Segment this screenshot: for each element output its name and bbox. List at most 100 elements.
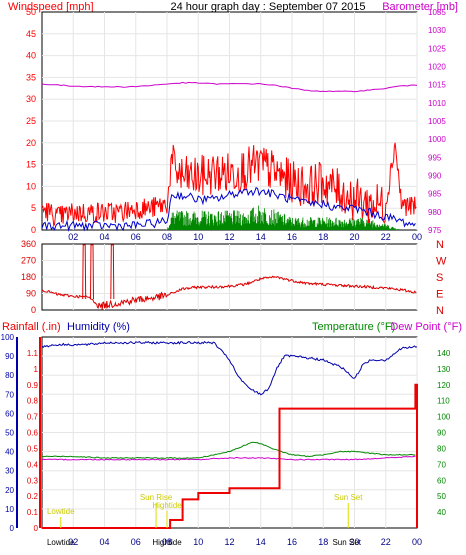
wind-average-series xyxy=(41,186,416,232)
compass-label: S xyxy=(436,272,443,284)
hour-tick-label: 16 xyxy=(287,232,297,242)
hour-tick-label: 12 xyxy=(224,537,234,547)
compass-label: N xyxy=(436,239,444,251)
hour-tick-label: 08 xyxy=(162,232,172,242)
barometer-tick-label: 990 xyxy=(428,172,442,181)
rainfall-tick-label: 0.5 xyxy=(27,444,39,453)
temperature-tick-label: 140 xyxy=(437,349,451,358)
rainfall-tick-label: 0.7 xyxy=(27,413,39,422)
hour-tick-label: 14 xyxy=(256,232,266,242)
annotation-axis-label: Lowtide xyxy=(47,538,75,547)
barometer-tick-label: 1005 xyxy=(428,117,446,126)
dewpoint-axis-title: Dew Point (°F) xyxy=(390,321,462,333)
annotation-label: Sun Set xyxy=(334,493,363,502)
temperature-tick-label: 90 xyxy=(437,429,446,438)
direction-tick-label: 0 xyxy=(31,305,36,315)
compass-label: E xyxy=(436,289,443,301)
hour-tick-label: 10 xyxy=(193,537,203,547)
annotation-axis-label: Hightide xyxy=(152,538,182,547)
humidity-axis-title: Humidity (%) xyxy=(67,321,130,333)
wind-direction-spike xyxy=(90,244,94,300)
humidity-tick-label: 0 xyxy=(10,524,15,533)
hour-tick-label: 22 xyxy=(381,232,391,242)
wind-low-series xyxy=(166,205,400,230)
barometer-tick-label: 1000 xyxy=(428,135,446,144)
hour-tick-label: 20 xyxy=(349,232,359,242)
direction-tick-label: 90 xyxy=(26,289,36,299)
windspeed-tick-label: 30 xyxy=(26,94,36,104)
barometer-tick-label: 1030 xyxy=(428,26,446,35)
temperature-tick-label: 60 xyxy=(437,476,446,485)
barometer-tick-label: 975 xyxy=(428,226,442,235)
rainfall-tick-label: 0.9 xyxy=(27,381,39,390)
rainfall-tick-label: 0.8 xyxy=(27,397,39,406)
hour-tick-label: 02 xyxy=(68,537,78,547)
temperature-tick-label: 110 xyxy=(437,397,450,406)
annotation-label: Hightide xyxy=(152,501,182,510)
barometer-tick-label: 1025 xyxy=(428,44,446,53)
direction-tick-label: 270 xyxy=(21,256,36,266)
hour-tick-label: 06 xyxy=(131,537,141,547)
barometer-tick-label: 995 xyxy=(428,153,442,162)
humidity-tick-label: 30 xyxy=(5,467,14,476)
rainfall-axis-title: Rainfall (.in) xyxy=(2,321,61,333)
series-layer xyxy=(41,81,418,529)
direction-tick-label: 360 xyxy=(21,239,36,249)
temperature-tick-label: 80 xyxy=(437,444,446,453)
graph-title: 24 hour graph day : September 07 2015 xyxy=(170,1,365,13)
compass-label: W xyxy=(436,256,447,268)
humidity-series xyxy=(41,340,418,396)
temperature-series xyxy=(41,441,416,459)
rainfall-series xyxy=(42,383,418,529)
humidity-tick-label: 60 xyxy=(5,409,14,418)
hour-tick-label: 16 xyxy=(287,537,297,547)
hour-tick-label: 04 xyxy=(99,232,109,242)
rainfall-tick-label: 1.1 xyxy=(27,349,39,358)
hour-tick-label: 12 xyxy=(224,232,234,242)
hour-tick-label: 06 xyxy=(131,232,141,242)
temperature-axis-title: Temperature (°F) xyxy=(312,321,395,333)
windspeed-tick-label: 5 xyxy=(31,203,36,213)
hour-tick-label: 00 xyxy=(412,232,422,242)
wind-direction-series xyxy=(41,275,417,310)
temperature-tick-label: 120 xyxy=(437,381,451,390)
rainfall-tick-label: 0.4 xyxy=(27,460,39,469)
direction-tick-label: 180 xyxy=(21,272,36,282)
hour-tick-label: 18 xyxy=(318,537,328,547)
windspeed-axis-title: Windspeed [mph] xyxy=(8,1,94,13)
hour-tick-label: 00 xyxy=(412,537,422,547)
rainfall-tick-label: 1 xyxy=(34,365,39,374)
humidity-tick-label: 20 xyxy=(5,486,14,495)
dewpoint-series xyxy=(41,455,416,461)
windspeed-tick-label: 45 xyxy=(26,29,36,39)
barometer-axis-title: Barometer [mb] xyxy=(382,1,458,13)
rainfall-tick-label: 0.2 xyxy=(27,492,39,501)
barometer-series xyxy=(41,81,418,93)
barometer-tick-label: 985 xyxy=(428,190,442,199)
barometer-tick-label: 1015 xyxy=(428,81,446,90)
humidity-tick-label: 100 xyxy=(1,333,15,342)
hour-tick-label: 10 xyxy=(193,232,203,242)
temperature-tick-label: 40 xyxy=(437,508,446,517)
label-layer: 0510152025303540455097598098599099510001… xyxy=(1,7,451,547)
hour-tick-label: 08 xyxy=(162,537,172,547)
windspeed-tick-label: 50 xyxy=(26,7,36,17)
wind-gust-series xyxy=(41,142,417,228)
rainfall-tick-label: 0 xyxy=(34,524,39,533)
rainfall-tick-label: 0.6 xyxy=(27,429,39,438)
wind-direction-spike xyxy=(110,244,115,300)
humidity-tick-label: 80 xyxy=(5,371,14,380)
windspeed-tick-label: 40 xyxy=(26,51,36,61)
rainfall-tick-label: 0.1 xyxy=(27,508,39,517)
barometer-tick-label: 1020 xyxy=(428,63,446,72)
annotation-label: Sun Rise xyxy=(140,493,173,502)
barometer-tick-label: 1010 xyxy=(428,99,446,108)
humidity-tick-label: 10 xyxy=(5,505,14,514)
temperature-tick-label: 70 xyxy=(437,460,446,469)
hour-tick-label: 20 xyxy=(349,537,359,547)
compass-label: N xyxy=(436,305,444,317)
humidity-tick-label: 70 xyxy=(5,390,14,399)
temperature-tick-label: 50 xyxy=(437,492,446,501)
barometer-tick-label: 980 xyxy=(428,208,442,217)
